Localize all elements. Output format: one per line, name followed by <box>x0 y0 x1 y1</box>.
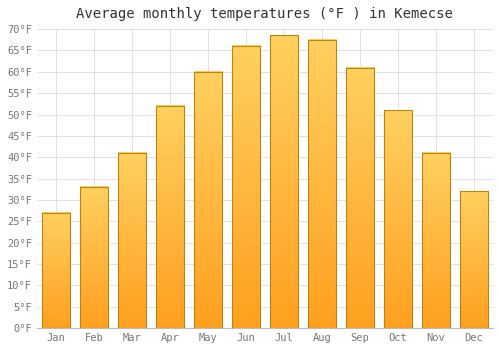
Title: Average monthly temperatures (°F ) in Kemecse: Average monthly temperatures (°F ) in Ke… <box>76 7 454 21</box>
